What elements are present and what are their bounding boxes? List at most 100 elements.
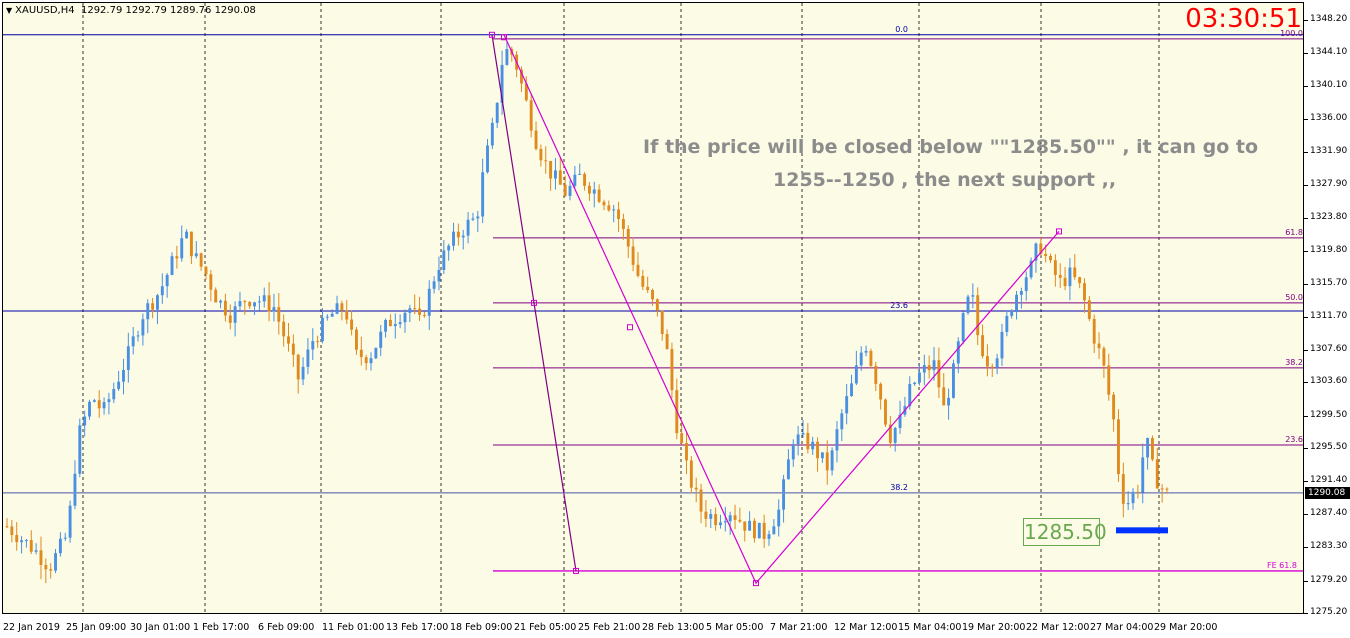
candle-body bbox=[879, 383, 883, 400]
candle-body bbox=[583, 173, 587, 186]
candle-body bbox=[835, 429, 839, 451]
annotation-line-1: If the price will be closed below ""1285… bbox=[643, 136, 1258, 158]
price-tick-label: 1299.50 bbox=[1310, 409, 1348, 420]
candle-body bbox=[277, 307, 281, 322]
trend-line bbox=[491, 34, 577, 572]
price-tick-mark bbox=[1304, 250, 1308, 252]
fib-label: 61.8 bbox=[1285, 228, 1303, 237]
candle-body bbox=[340, 303, 344, 311]
candle-body bbox=[1165, 488, 1169, 490]
time-tick-label: 29 Mar 20:00 bbox=[1154, 622, 1218, 633]
candle-body bbox=[1029, 260, 1033, 278]
candle-body bbox=[272, 307, 276, 312]
candle-body bbox=[486, 145, 489, 173]
candle-body bbox=[626, 229, 630, 247]
candle-body bbox=[796, 434, 800, 445]
candle-body bbox=[24, 540, 28, 542]
candle-body bbox=[1015, 294, 1018, 311]
price-tick-label: 1340.10 bbox=[1310, 79, 1348, 90]
candle-body bbox=[500, 64, 504, 103]
candle-body bbox=[995, 358, 999, 368]
symbol-header: ▼ XAUUSD,H4 1292.79 1292.79 1289.76 1290.… bbox=[6, 5, 256, 16]
time-tick-label: 19 Mar 20:00 bbox=[962, 622, 1026, 633]
price-tick-label: 1275.20 bbox=[1310, 607, 1348, 617]
fib-label: 0.0 bbox=[895, 25, 908, 34]
time-tick-label: 25 Feb 21:00 bbox=[578, 622, 641, 633]
price-tick-mark bbox=[1304, 284, 1308, 285]
candle-body bbox=[932, 360, 936, 371]
candle-body bbox=[189, 231, 193, 257]
candle-body bbox=[961, 313, 965, 342]
candle-body bbox=[214, 289, 218, 303]
candle-body bbox=[1155, 459, 1159, 489]
price-tick-mark bbox=[1304, 218, 1308, 220]
candle-body bbox=[1107, 365, 1111, 395]
dropdown-triangle-icon[interactable]: ▼ bbox=[6, 6, 13, 15]
price-tick-label: 1311.70 bbox=[1310, 310, 1348, 321]
candle-body bbox=[456, 231, 460, 238]
candle-body bbox=[612, 209, 616, 211]
candlestick-chart[interactable]: 0.0 23.6 38.2 100.0 61.8 50.0 38.2 23.6 FE 61.8 bbox=[3, 3, 1303, 613]
candle-body bbox=[854, 365, 858, 384]
candle-timer: 03:30:51 bbox=[1185, 4, 1302, 34]
price-tick-label: 1303.60 bbox=[1310, 376, 1348, 387]
candle-body bbox=[364, 357, 368, 364]
candle-body bbox=[1146, 438, 1150, 458]
candle-body bbox=[651, 290, 654, 300]
candle-body bbox=[719, 522, 722, 526]
candle-body bbox=[422, 314, 426, 316]
trend-anchor-point bbox=[501, 34, 507, 41]
price-tick-mark bbox=[1304, 349, 1308, 351]
price-tick-label: 1295.50 bbox=[1310, 442, 1348, 453]
candle-body bbox=[471, 218, 475, 220]
price-tick-label: 1307.60 bbox=[1310, 343, 1348, 354]
candle-body bbox=[1073, 267, 1077, 278]
candle-body bbox=[913, 382, 917, 385]
candle-body bbox=[806, 432, 810, 450]
candle-body bbox=[573, 174, 577, 186]
candle-body bbox=[1049, 255, 1052, 261]
candle-body bbox=[165, 274, 169, 287]
price-tick-mark bbox=[1304, 316, 1308, 318]
candle-body bbox=[117, 381, 121, 389]
candle-body bbox=[359, 349, 363, 358]
candle-body bbox=[112, 388, 116, 400]
candle-body bbox=[481, 172, 485, 217]
time-tick-label: 25 Jan 09:00 bbox=[66, 622, 127, 633]
candle-body bbox=[937, 360, 941, 388]
candle-body bbox=[306, 349, 310, 367]
price-tick-label: 1291.40 bbox=[1310, 475, 1348, 486]
candle-body bbox=[92, 400, 96, 402]
fib-label: 23.6 bbox=[890, 301, 908, 310]
candle-body bbox=[311, 341, 315, 350]
plot-area[interactable]: 0.0 23.6 38.2 100.0 61.8 50.0 38.2 23.6 FE 61.8 bbox=[2, 2, 1304, 614]
candle-body bbox=[257, 301, 261, 303]
candle-body bbox=[180, 238, 184, 259]
candle-body bbox=[384, 319, 388, 332]
candle-body bbox=[243, 301, 247, 303]
candle-body bbox=[893, 427, 897, 443]
time-tick-label: 5 Mar 05:00 bbox=[706, 622, 764, 633]
candle-body bbox=[282, 321, 286, 337]
candle-body bbox=[743, 521, 747, 531]
candle-body bbox=[316, 341, 320, 343]
candle-body bbox=[990, 366, 994, 368]
candle-body bbox=[558, 170, 562, 185]
candle-body bbox=[971, 295, 975, 297]
fib-label: 23.6 bbox=[1285, 435, 1303, 444]
candle-body bbox=[296, 354, 300, 380]
candle-body bbox=[830, 450, 834, 471]
candle-body bbox=[820, 452, 824, 459]
candle-body bbox=[563, 184, 567, 196]
candle-body bbox=[505, 49, 509, 65]
candle-body bbox=[287, 336, 290, 344]
candle-body bbox=[175, 256, 179, 259]
support-price-label: 1285.50 bbox=[1023, 518, 1107, 546]
candle-body bbox=[1044, 254, 1048, 256]
candle-body bbox=[97, 400, 101, 409]
price-tick-mark bbox=[1304, 85, 1308, 87]
candle-body bbox=[709, 514, 713, 519]
candle-body bbox=[413, 308, 417, 310]
candle-body bbox=[534, 130, 538, 149]
